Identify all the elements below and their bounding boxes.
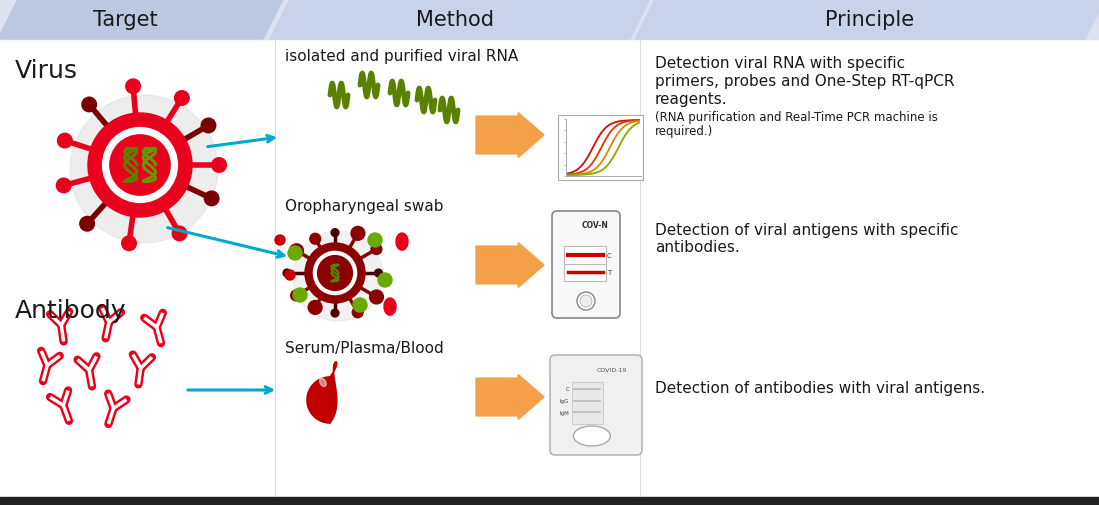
Circle shape bbox=[293, 288, 307, 302]
FancyBboxPatch shape bbox=[552, 212, 620, 318]
Circle shape bbox=[375, 270, 382, 277]
Circle shape bbox=[371, 244, 381, 255]
Text: T: T bbox=[607, 270, 611, 276]
Text: C: C bbox=[607, 252, 611, 258]
Circle shape bbox=[353, 308, 363, 318]
Text: IgM: IgM bbox=[559, 410, 569, 415]
Polygon shape bbox=[635, 0, 1099, 40]
Text: Oropharyngeal swab: Oropharyngeal swab bbox=[285, 198, 444, 213]
FancyBboxPatch shape bbox=[550, 356, 642, 455]
Polygon shape bbox=[384, 298, 396, 316]
Text: IgG: IgG bbox=[559, 398, 569, 403]
FancyBboxPatch shape bbox=[564, 264, 606, 281]
Circle shape bbox=[212, 159, 226, 173]
FancyBboxPatch shape bbox=[564, 246, 606, 264]
Polygon shape bbox=[476, 375, 544, 420]
Circle shape bbox=[353, 298, 367, 313]
Polygon shape bbox=[476, 113, 544, 158]
Circle shape bbox=[580, 295, 592, 308]
Polygon shape bbox=[270, 0, 650, 40]
Circle shape bbox=[318, 256, 353, 291]
Circle shape bbox=[110, 135, 170, 196]
Circle shape bbox=[577, 292, 595, 311]
Polygon shape bbox=[307, 362, 336, 423]
Circle shape bbox=[82, 98, 97, 113]
Circle shape bbox=[290, 244, 303, 258]
Text: COV-N: COV-N bbox=[582, 220, 609, 229]
Polygon shape bbox=[0, 0, 284, 40]
FancyBboxPatch shape bbox=[558, 116, 643, 181]
Circle shape bbox=[290, 290, 301, 301]
Circle shape bbox=[306, 243, 365, 304]
Circle shape bbox=[308, 301, 322, 315]
Polygon shape bbox=[0, 0, 1099, 40]
Text: Virus: Virus bbox=[15, 59, 78, 83]
Circle shape bbox=[310, 234, 321, 245]
Polygon shape bbox=[0, 497, 1099, 505]
Circle shape bbox=[331, 310, 338, 317]
Text: Method: Method bbox=[417, 10, 493, 30]
Circle shape bbox=[369, 290, 384, 305]
Circle shape bbox=[70, 96, 218, 243]
Circle shape bbox=[102, 128, 177, 203]
Polygon shape bbox=[307, 362, 336, 423]
Text: Detection viral RNA with specific: Detection viral RNA with specific bbox=[655, 56, 906, 70]
Circle shape bbox=[331, 229, 338, 237]
Circle shape bbox=[201, 119, 215, 133]
Polygon shape bbox=[476, 243, 544, 288]
Circle shape bbox=[204, 192, 219, 206]
Circle shape bbox=[285, 271, 295, 280]
Circle shape bbox=[122, 236, 136, 251]
Ellipse shape bbox=[574, 426, 610, 446]
FancyBboxPatch shape bbox=[571, 382, 602, 424]
Circle shape bbox=[293, 231, 382, 321]
Circle shape bbox=[275, 235, 285, 245]
Text: Antibody: Antibody bbox=[15, 298, 126, 322]
Circle shape bbox=[368, 233, 382, 247]
Circle shape bbox=[56, 179, 71, 193]
Text: isolated and purified viral RNA: isolated and purified viral RNA bbox=[285, 48, 519, 63]
Text: COVID-19: COVID-19 bbox=[597, 367, 628, 372]
Circle shape bbox=[284, 270, 291, 277]
Circle shape bbox=[175, 91, 189, 106]
Text: Principle: Principle bbox=[825, 10, 914, 30]
Circle shape bbox=[125, 80, 141, 94]
Circle shape bbox=[288, 246, 302, 261]
Text: (RNA purification and Real-Time PCR machine is: (RNA purification and Real-Time PCR mach… bbox=[655, 110, 937, 123]
Text: primers, probes and One-Step RT-qPCR: primers, probes and One-Step RT-qPCR bbox=[655, 73, 955, 88]
Circle shape bbox=[313, 252, 356, 295]
Text: Serum/Plasma/Blood: Serum/Plasma/Blood bbox=[285, 340, 444, 355]
Text: antibodies.: antibodies. bbox=[655, 240, 740, 255]
Text: Detection of viral antigens with specific: Detection of viral antigens with specifi… bbox=[655, 222, 958, 237]
Circle shape bbox=[88, 114, 192, 218]
Circle shape bbox=[80, 217, 95, 232]
Circle shape bbox=[57, 134, 73, 148]
Text: Target: Target bbox=[92, 10, 157, 30]
Text: Detection of antibodies with viral antigens.: Detection of antibodies with viral antig… bbox=[655, 380, 985, 395]
Polygon shape bbox=[396, 233, 408, 250]
Text: reagents.: reagents. bbox=[655, 91, 728, 106]
Circle shape bbox=[173, 227, 187, 241]
Text: required.): required.) bbox=[655, 125, 713, 138]
Circle shape bbox=[378, 274, 392, 287]
Circle shape bbox=[351, 227, 365, 241]
Text: C: C bbox=[565, 386, 569, 391]
Ellipse shape bbox=[320, 379, 326, 387]
